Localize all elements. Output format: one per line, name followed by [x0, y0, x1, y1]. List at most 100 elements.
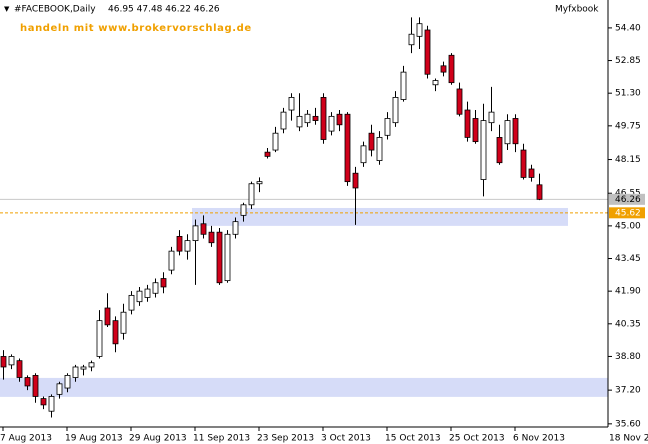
candle-body: [16, 360, 23, 378]
current-price-label-box: [609, 193, 645, 205]
candle-body: [296, 115, 303, 128]
candle-body: [200, 223, 207, 235]
zone: [0, 377, 608, 397]
candle-body: [328, 115, 335, 132]
y-tick-label: 46.55: [615, 189, 641, 199]
x-tick-label: 23 Sep 2013: [257, 434, 314, 444]
candle-body: [352, 172, 359, 189]
y-tick-label: 43.45: [615, 254, 641, 264]
candle-body: [136, 290, 143, 303]
candle-body: [472, 118, 479, 143]
candle-body: [480, 120, 487, 180]
y-tick-label: 54.40: [615, 23, 641, 33]
watermark: Myfxbook: [555, 5, 599, 15]
candle-body: [520, 149, 527, 178]
y-tick-label: 35.60: [615, 419, 641, 429]
x-tick-label: 19 Aug 2013: [65, 434, 123, 444]
candle-body: [128, 294, 135, 311]
candle-body: [112, 320, 119, 345]
candle-body: [48, 396, 55, 412]
candle-body: [192, 225, 199, 242]
candle-body: [320, 97, 327, 140]
y-tick-label: 51.30: [615, 89, 641, 99]
candle-body: [376, 137, 383, 161]
x-tick-label: 15 Oct 2013: [385, 434, 441, 444]
candle-body: [232, 221, 239, 235]
candle-body: [72, 366, 79, 378]
candle-body: [64, 375, 71, 389]
y-tick-label: 37.20: [615, 386, 641, 396]
x-tick-label: 3 Oct 2013: [321, 434, 371, 444]
candle-body: [96, 320, 103, 357]
candle-body: [512, 118, 519, 145]
candle-body: [152, 282, 159, 294]
candle-body: [400, 71, 407, 100]
x-tick-label: 6 Nov 2013: [513, 434, 565, 444]
candle-body: [408, 33, 415, 46]
candle-body: [256, 181, 263, 185]
y-tick-label: 52.85: [615, 56, 641, 66]
candle-body: [528, 168, 535, 178]
candle-body: [336, 113, 343, 126]
x-tick-label: 25 Oct 2013: [449, 434, 505, 444]
candle-body: [32, 375, 39, 397]
candle-body: [248, 183, 255, 206]
candle-body: [40, 398, 47, 406]
subtitle: handeln mit www.brokervorschlag.de: [20, 23, 252, 34]
y-tick-label: 49.75: [615, 121, 641, 131]
chart-title: #FACEBOOK,Daily: [14, 5, 96, 15]
candle-body: [168, 250, 175, 271]
x-tick-label: 11 Sep 2013: [193, 434, 250, 444]
menu-arrow: ▼: [4, 5, 10, 13]
candle-body: [184, 240, 191, 252]
candle-body: [440, 65, 447, 73]
x-tick-label: 29 Aug 2013: [129, 434, 187, 444]
zone: [192, 207, 568, 226]
candle-body: [264, 151, 271, 157]
candle-body: [0, 356, 7, 368]
candle-body: [224, 233, 231, 282]
candle-body: [488, 111, 495, 124]
candle-body: [88, 362, 95, 368]
current-price-label: 46.26: [615, 195, 641, 205]
candle-body: [8, 356, 15, 366]
y-tick-label: 45.00: [615, 221, 641, 231]
candle-body: [424, 29, 431, 75]
candle-body: [392, 97, 399, 124]
candle-body: [208, 231, 215, 244]
candle-body: [176, 236, 183, 252]
level-label-box: [609, 207, 645, 219]
candle-body: [104, 307, 111, 326]
candle-body: [120, 311, 127, 334]
candle-body: [464, 109, 471, 138]
level-label: 45.62: [615, 208, 641, 218]
candle-body: [304, 113, 311, 124]
header-values: 46.95 47.48 46.22 46.26: [108, 5, 220, 15]
candle-body: [240, 204, 247, 216]
y-tick-label: 48.15: [615, 155, 641, 165]
candle-body: [496, 137, 503, 164]
candle-body: [360, 145, 367, 164]
candle-body: [160, 278, 167, 288]
candle-body: [344, 113, 351, 183]
x-tick-label: 18 Nov 2013: [609, 434, 648, 444]
candle-body: [456, 88, 463, 115]
candle-body: [272, 132, 279, 151]
y-tick-label: 41.90: [615, 287, 641, 297]
candle-body: [144, 288, 151, 298]
y-tick-label: 40.35: [615, 319, 641, 329]
candle-body: [416, 23, 423, 37]
candle-body: [56, 383, 63, 395]
candle-body: [280, 111, 287, 130]
candle-body: [384, 118, 391, 136]
candle-body: [288, 97, 295, 111]
x-tick-label: 7 Aug 2013: [0, 434, 52, 444]
candle-body: [312, 115, 319, 121]
candle-body: [80, 366, 87, 370]
candle-body: [432, 80, 439, 86]
candle-body: [448, 54, 455, 84]
y-tick-label: 38.80: [615, 352, 641, 362]
